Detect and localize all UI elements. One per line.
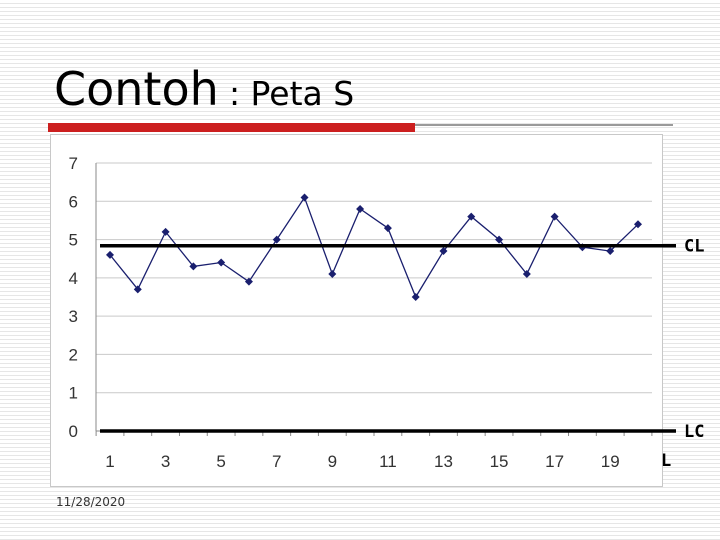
chart-frame (50, 134, 663, 487)
data-point (189, 262, 198, 271)
y-tick-label: 1 (69, 384, 78, 403)
y-tick-label: 6 (69, 192, 78, 211)
data-point (133, 285, 142, 294)
data-point (411, 293, 420, 301)
title-main: Contoh (54, 62, 219, 116)
x-tick-label: 15 (490, 452, 509, 471)
data-point (106, 250, 114, 259)
slide-title: Contoh : Peta S (54, 62, 354, 116)
x-tick-label: 1 (105, 452, 114, 471)
data-point (161, 227, 170, 236)
x-tick-label: 17 (545, 452, 564, 471)
data-point (550, 212, 559, 221)
data-point (634, 220, 642, 229)
data-point (383, 224, 392, 233)
x-tick-label: 11 (379, 452, 397, 471)
x-tick-label: 5 (216, 452, 225, 471)
x-tick-label: 7 (272, 452, 281, 471)
data-point (467, 212, 476, 221)
data-point (356, 204, 365, 213)
data-point (244, 277, 253, 286)
extra-control-label: L (661, 451, 671, 471)
y-tick-label: 4 (69, 269, 78, 288)
y-tick-label: 7 (69, 154, 78, 173)
slide-date: 11/28/2020 (56, 495, 126, 509)
data-point (522, 270, 531, 279)
control-line-label: CL (684, 237, 704, 257)
data-point (217, 258, 226, 267)
y-tick-label: 5 (69, 231, 78, 250)
title-subtitle: : Peta S (228, 74, 355, 113)
data-point (439, 247, 448, 256)
data-point (272, 235, 281, 244)
title-underline-gray (415, 124, 673, 126)
title-underline-red (48, 123, 415, 132)
series-line (109, 196, 639, 299)
x-tick-label: 19 (601, 452, 620, 471)
data-point (495, 235, 504, 244)
y-tick-label: 3 (69, 307, 78, 326)
y-tick-label: 2 (69, 345, 78, 364)
x-tick-label: 9 (328, 452, 337, 471)
y-tick-label: 0 (69, 422, 78, 441)
x-tick-label: 13 (434, 452, 453, 471)
x-tick-label: 3 (161, 452, 170, 471)
data-point (328, 270, 337, 279)
data-point (300, 193, 309, 202)
data-point (606, 247, 615, 256)
control-line-label: LC (684, 422, 704, 442)
